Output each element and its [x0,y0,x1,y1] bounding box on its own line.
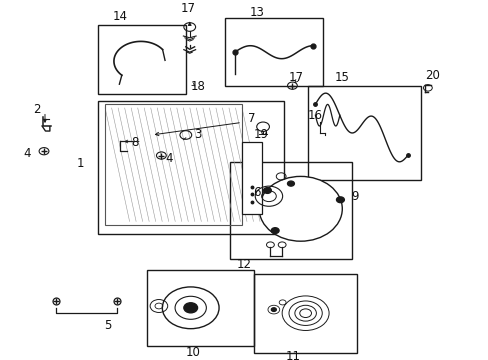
Text: 15: 15 [334,71,349,84]
Text: 10: 10 [185,346,200,359]
Text: 3: 3 [194,129,202,141]
Bar [307,86,420,180]
Circle shape [336,197,344,203]
Text: 19: 19 [254,129,268,141]
Text: 4: 4 [23,147,31,159]
Circle shape [271,308,276,311]
Text: 16: 16 [307,109,322,122]
Text: 12: 12 [237,258,251,271]
Circle shape [263,188,271,193]
Circle shape [271,228,279,234]
Bar [98,25,185,94]
Text: 7: 7 [247,112,255,125]
Text: 17: 17 [288,71,303,84]
Text: 6: 6 [252,186,260,199]
Bar [98,101,283,234]
Text: 18: 18 [190,80,205,93]
Bar [229,162,351,259]
Text: 9: 9 [350,190,358,203]
Circle shape [183,303,197,313]
Text: 20: 20 [425,69,439,82]
Bar [224,18,322,86]
Text: 14: 14 [112,10,127,23]
Circle shape [287,181,294,186]
Bar [105,104,242,225]
Text: 13: 13 [249,6,264,19]
Ellipse shape [259,176,342,241]
Text: 17: 17 [181,3,195,15]
Text: 1: 1 [77,157,84,170]
Bar [146,270,254,346]
Bar [242,142,261,214]
Text: 5: 5 [103,319,111,332]
Text: 11: 11 [285,350,300,360]
Text: 2: 2 [33,103,41,116]
Text: 8: 8 [130,136,138,149]
Text: 4: 4 [164,152,172,165]
Bar [254,274,356,353]
